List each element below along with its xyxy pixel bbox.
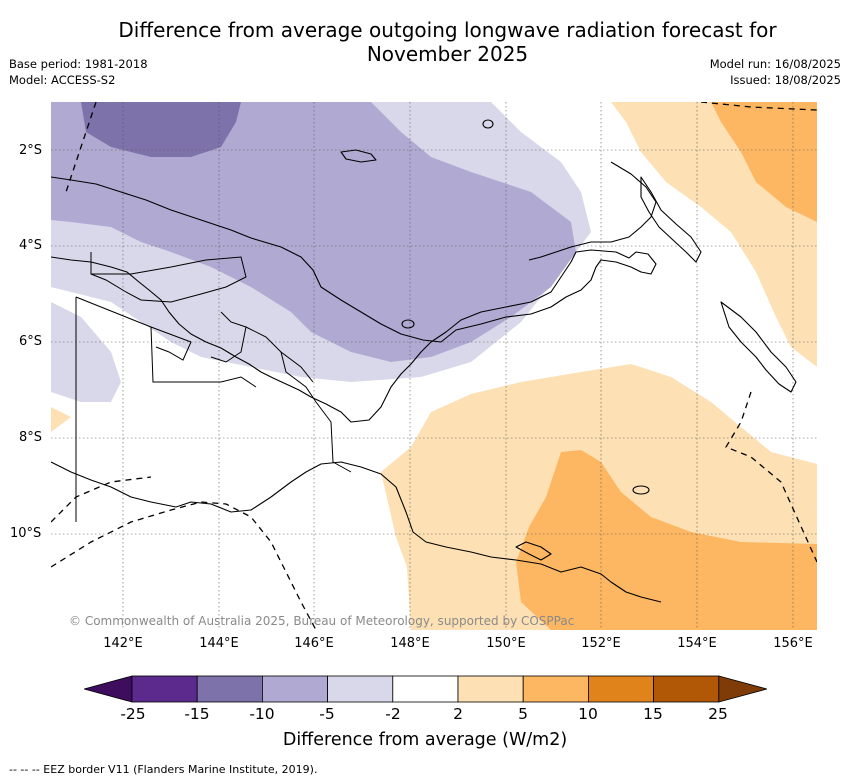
map-panel[interactable]: [51, 102, 817, 630]
meta-left: Base period: 1981-2018 Model: ACCESS-S2: [9, 56, 148, 88]
colorbar-tick-10: 25: [708, 705, 728, 723]
province-borders: [75, 252, 352, 522]
model-name: Model: ACCESS-S2: [9, 73, 116, 87]
eez-footnote: -- -- -- EEZ border V11 (Flanders Marine…: [9, 763, 318, 776]
small-island-2: [401, 319, 415, 329]
manus-island: [340, 149, 377, 163]
louisiade-islands: [515, 541, 552, 561]
colorbar-tick-7: 5: [518, 705, 528, 723]
colorbar-tick-3: -10: [249, 705, 275, 723]
lat-label-3: 6°S: [19, 334, 43, 349]
colorbar-tick-5: -2: [385, 705, 401, 723]
coastlines: [51, 119, 797, 603]
lat-label-4: 8°S: [19, 430, 43, 445]
lon-label-7: 154°E: [677, 636, 717, 651]
anomaly-zone-2-to-5-west-edge: [51, 407, 71, 432]
anomaly-zone-5-to-10-northeast: [711, 102, 817, 222]
anomaly-zone-5-to-10-south: [516, 450, 817, 630]
lat-label-2: 4°S: [19, 238, 43, 253]
model-run: Model run: 16/08/2025: [709, 57, 841, 71]
chart-title: Difference from average outgoing longwav…: [0, 18, 850, 66]
lon-label-1: 142°E: [103, 636, 143, 651]
colorbar-segment: [196, 675, 263, 703]
map-svg: [51, 102, 817, 630]
lon-label-5: 150°E: [486, 636, 526, 651]
lat-label-5: 10°S: [10, 526, 42, 541]
colorbar-tick-9: 15: [643, 705, 663, 723]
colorbar-tick-4: -5: [319, 705, 335, 723]
colorbar-tick-6: 2: [453, 705, 463, 723]
title-line-1: Difference from average outgoing longwav…: [118, 18, 777, 42]
colorbar-extend-high: [718, 675, 769, 703]
new-britain-coast: [528, 161, 657, 261]
small-island-3: [632, 485, 650, 495]
colorbar-segment: [131, 675, 198, 703]
colorbar-segment: [327, 675, 394, 703]
copyright-notice: © Commonwealth of Australia 2025, Bureau…: [69, 614, 575, 628]
title-line-2: November 2025: [366, 42, 529, 66]
colorbar-extend-low: [82, 675, 133, 703]
south-coast: [51, 461, 662, 603]
anomaly-zone-minus2-to-minus5-west: [51, 302, 121, 402]
lon-label-6: 152°E: [581, 636, 621, 651]
colorbar-tick-1: -25: [120, 705, 146, 723]
lon-label-2: 144°E: [199, 636, 239, 651]
anomaly-zone-minus10-to-minus15: [81, 102, 241, 157]
bougainville-coast: [720, 301, 797, 393]
colorbar-title: Difference from average (W/m2): [282, 730, 568, 750]
anomaly-zone-minus5-to-minus10: [51, 102, 576, 362]
colorbar-segment: [653, 675, 720, 703]
colorbar-svg: [82, 675, 769, 703]
lon-label-4: 148°E: [390, 636, 430, 651]
eez-borders: [51, 102, 817, 630]
colorbar-tick-2: -15: [184, 705, 210, 723]
colorbar: [82, 673, 769, 705]
colorbar-segment: [261, 675, 328, 703]
colorbar-segment: [392, 675, 459, 703]
meta-right: Model run: 16/08/2025 Issued: 18/08/2025: [710, 56, 841, 88]
graticule: [51, 102, 817, 630]
base-period: Base period: 1981-2018: [9, 57, 148, 71]
colorbar-segment: [457, 675, 524, 703]
new-ireland-coast: [640, 176, 702, 263]
small-island-1: [482, 119, 494, 129]
lon-label-3: 146°E: [294, 636, 334, 651]
lat-label-1: 2°S: [19, 143, 43, 158]
colorbar-segment: [587, 675, 654, 703]
lon-label-8: 156°E: [773, 636, 813, 651]
colorbar-segment: [522, 675, 589, 703]
new-guinea-coastline: [51, 176, 657, 423]
colorbar-tick-8: 10: [578, 705, 598, 723]
issued-date: Issued: 18/08/2025: [730, 73, 841, 87]
